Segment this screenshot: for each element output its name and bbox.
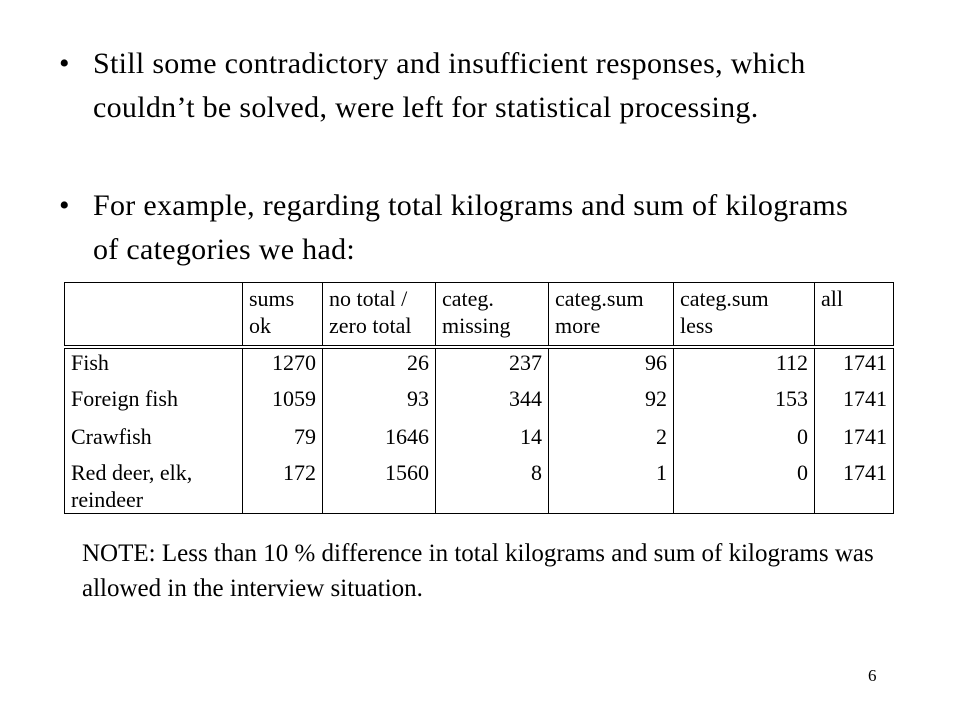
row-label: Red deer, elk, reindeer: [64, 453, 243, 514]
header-cell: sums ok: [242, 282, 323, 349]
table-row: Foreign fish 1059 93 344 92 153 1741: [64, 379, 894, 417]
header-cell: [64, 282, 243, 349]
cell: 0: [673, 453, 815, 514]
row-label: Crawfish: [64, 417, 243, 453]
row-label: Fish: [64, 347, 243, 379]
table-row: Fish 1270 26 237 96 112 1741: [64, 347, 894, 379]
header-line: zero total: [329, 313, 412, 338]
header-line: categ.: [442, 286, 494, 311]
header-line: categ.sum: [680, 286, 769, 311]
header-line: more: [555, 313, 601, 338]
header-cell: categ.sum more: [548, 282, 674, 349]
header-line: ok: [249, 313, 271, 338]
cell: 93: [322, 379, 436, 417]
cell: 1: [548, 453, 674, 514]
cell: 1560: [322, 453, 436, 514]
cell: 92: [548, 379, 674, 417]
cell: 1741: [814, 379, 894, 417]
bullet: Still some contradictory and insufficien…: [59, 42, 873, 130]
table-row: Red deer, elk, reindeer 172 1560 8 1 0 1741: [64, 453, 894, 514]
cell: 1741: [814, 347, 894, 379]
header-cell: all: [814, 282, 894, 349]
cell: 0: [673, 417, 815, 453]
header-cell: categ. missing: [435, 282, 549, 349]
cell: 112: [673, 347, 815, 379]
cell: 344: [435, 379, 549, 417]
header-line: no total /: [329, 286, 408, 311]
cell: 237: [435, 347, 549, 379]
cell: 1741: [814, 453, 894, 514]
cell: 8: [435, 453, 549, 514]
cell: 1059: [242, 379, 323, 417]
table-row: Crawfish 79 1646 14 2 0 1741: [64, 417, 894, 453]
cell: 26: [322, 347, 436, 379]
cell: 96: [548, 347, 674, 379]
table-header: sums ok no total / zero total categ. missing c…: [64, 282, 894, 349]
data-table: sums ok no total / zero total categ. missing c…: [64, 282, 894, 514]
cell: 14: [435, 417, 549, 453]
header-line: sums: [249, 286, 295, 311]
cell: 172: [242, 453, 323, 514]
row-label: Foreign fish: [64, 379, 243, 417]
header-line: less: [680, 313, 713, 338]
header-cell: no total / zero total: [322, 282, 436, 349]
cell: 1646: [322, 417, 436, 453]
cell: 79: [242, 417, 323, 453]
header-line: all: [821, 286, 843, 311]
note: NOTE: Less than 10 % difference in total…: [82, 540, 874, 602]
table-body: Fish 1270 26 237 96 112 1741 Foreign fish 1059 93…: [64, 347, 894, 514]
cell: 153: [673, 379, 815, 417]
header-line: missing: [442, 313, 511, 338]
page-number: 6: [868, 666, 877, 685]
cell: 1741: [814, 417, 894, 453]
header-line: categ.sum: [555, 286, 644, 311]
bullet: For example, regarding total kilograms a…: [59, 184, 873, 272]
cell: 1270: [242, 347, 323, 379]
cell: 2: [548, 417, 674, 453]
header-cell: categ.sum less: [673, 282, 815, 349]
